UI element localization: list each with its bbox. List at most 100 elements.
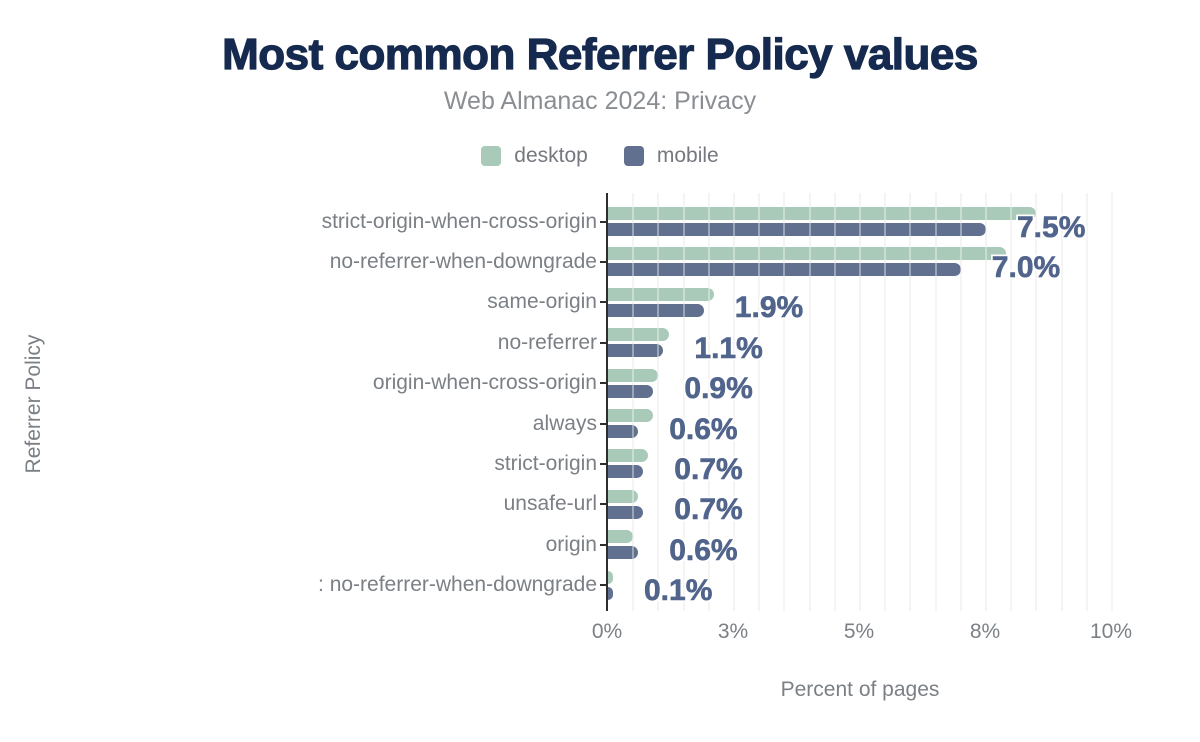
gridline (682, 193, 685, 611)
gridline-overlay (985, 193, 987, 611)
y-axis-tick (600, 260, 606, 263)
y-axis-tick (600, 341, 606, 344)
legend: desktop mobile (0, 144, 1200, 168)
category-label: strict-origin-when-cross-origin (321, 209, 597, 233)
gridline (884, 193, 887, 611)
gridline (985, 193, 987, 611)
gridline-overlay (682, 193, 685, 611)
desktop-bar (608, 247, 1007, 261)
gridline-overlay (758, 193, 761, 611)
chart-subtitle: Web Almanac 2024: Privacy (443, 87, 757, 115)
x-axis-title: Percent of pages (780, 678, 940, 701)
y-axis-tick (600, 584, 606, 587)
gridline-overlay (833, 193, 836, 611)
legend-item-desktop: desktop (481, 144, 588, 168)
mobile-bar (608, 223, 986, 236)
x-tick-label: 0% (591, 620, 623, 643)
mobile-bar (608, 586, 613, 600)
data-label: 0.7% (674, 452, 743, 486)
desktop-bar (608, 409, 654, 422)
category-label: unsafe-url (503, 492, 597, 516)
gridline (758, 193, 761, 611)
x-tick-label: 8% (969, 620, 1001, 643)
category-label: always (532, 411, 597, 435)
category-label: same-origin (487, 290, 597, 314)
desktop-bar (608, 449, 649, 463)
y-axis-tick (600, 543, 606, 546)
gridline (859, 193, 861, 611)
y-axis-tick (600, 382, 606, 385)
mobile-bar (608, 465, 644, 479)
gridline-overlay (884, 193, 887, 611)
gridline (733, 193, 735, 611)
mobile-bar (608, 384, 654, 398)
category-label: no-referrer-when-downgrade (329, 249, 597, 273)
gridline-overlay (1111, 193, 1113, 611)
gridline-overlay (657, 193, 660, 611)
gridline-overlay (783, 193, 786, 611)
gridline (707, 193, 710, 611)
mobile-swatch-icon (623, 146, 644, 166)
data-label: 0.9% (684, 372, 753, 406)
desktop-bar (608, 287, 714, 301)
mobile-bar (608, 546, 639, 560)
gridline-overlay (859, 193, 861, 611)
data-label: 7.0% (991, 250, 1061, 284)
gridline-overlay (632, 193, 635, 611)
y-axis-line (606, 193, 608, 611)
gridline (657, 193, 660, 611)
desktop-swatch-icon (481, 146, 502, 166)
data-label: 7.5% (1017, 210, 1086, 244)
gridline-overlay (934, 193, 937, 611)
gridline (1060, 193, 1063, 611)
gridline (1111, 193, 1113, 611)
x-tick-label: 5% (843, 620, 875, 643)
y-axis-tick (600, 503, 606, 506)
category-label: origin (545, 532, 597, 556)
category-label: : no-referrer-when-downgrade (318, 573, 597, 597)
gridline (909, 193, 912, 611)
gridline-overlay (1085, 193, 1088, 611)
desktop-bar (608, 530, 634, 544)
gridline (808, 193, 811, 611)
mobile-bar (608, 425, 639, 438)
mobile-bar (608, 505, 644, 519)
mobile-bar (608, 344, 664, 358)
data-label: 0.6% (669, 412, 738, 446)
chart-title: Most common Referrer Policy values (222, 29, 979, 79)
data-label: 0.6% (669, 533, 738, 567)
mobile-bar (608, 303, 704, 317)
category-label: no-referrer (497, 330, 597, 354)
gridline (783, 193, 786, 611)
legend-label-desktop: desktop (514, 144, 588, 167)
mobile-bar (608, 263, 961, 277)
data-label: 0.7% (674, 493, 743, 527)
category-label: origin-when-cross-origin (372, 371, 597, 395)
data-label: 1.9% (734, 291, 804, 325)
legend-item-mobile: mobile (623, 144, 719, 168)
y-axis-tick (600, 422, 606, 425)
gridline (1035, 193, 1038, 611)
y-axis-tick (600, 220, 606, 223)
data-label: 0.1% (644, 574, 713, 608)
desktop-bar (608, 207, 1037, 220)
gridline-overlay (707, 193, 710, 611)
desktop-bar (608, 570, 613, 584)
x-tick-label: 10% (1089, 620, 1133, 643)
desktop-bar (608, 489, 639, 503)
x-tick-label: 3% (717, 620, 749, 643)
gridline-overlay (1035, 193, 1038, 611)
gridline (1010, 193, 1013, 611)
gridline-overlay (733, 193, 735, 611)
desktop-bar (608, 368, 659, 382)
category-label: strict-origin (494, 451, 597, 475)
y-axis-tick (600, 462, 606, 465)
gridline-overlay (1060, 193, 1063, 611)
gridline (934, 193, 937, 611)
legend-label-mobile: mobile (656, 144, 719, 167)
gridline-overlay (959, 193, 962, 611)
desktop-bar (608, 328, 669, 342)
gridline-overlay (909, 193, 912, 611)
